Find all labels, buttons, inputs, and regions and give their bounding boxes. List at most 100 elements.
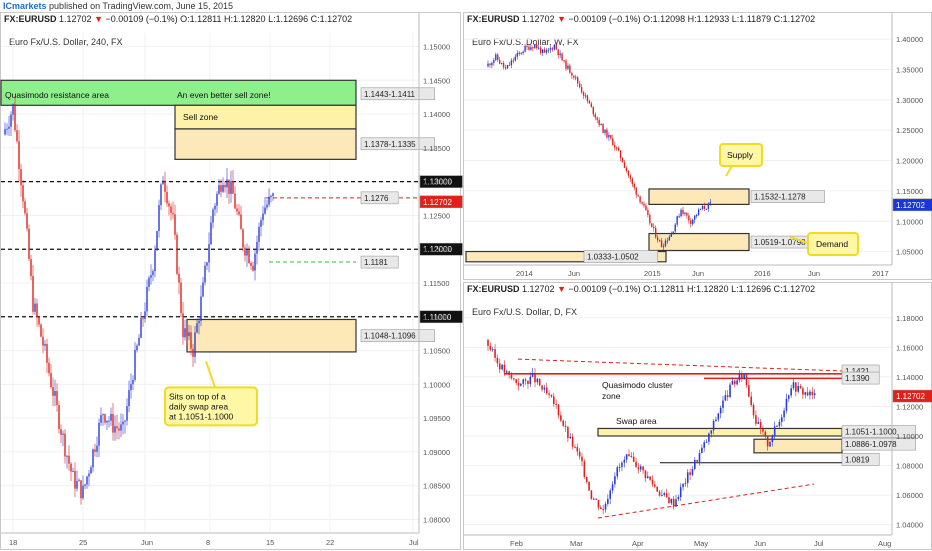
h4-candle [258,226,260,242]
d-candle [644,470,647,479]
h4-candle [144,311,146,320]
w-candle [573,75,575,78]
h4-candle [32,276,34,312]
d-candle [785,398,788,411]
h4-price-tick: 1.13500 [423,144,450,153]
w-price-tick: 1.05000 [896,248,923,257]
h4-candle [18,141,20,170]
d-candle [788,395,790,399]
d-candle [670,498,673,504]
h4-chart-canvas[interactable]: Quasimodo resistance area An even better … [0,13,463,551]
h4-candle [246,249,248,256]
h4-candle [68,455,70,464]
quasimodo-cluster-label: Quasimodo cluster [602,380,673,390]
d-tag-0819: 1.0819 [845,455,870,464]
d-tag-demand-bg [841,437,916,451]
h4-candle [212,209,214,223]
d-candle [618,466,621,468]
d-candle [689,472,691,475]
w-candle [627,171,630,176]
w-candle [680,209,682,217]
h4-time-tick: 22 [326,538,334,547]
w-candle [530,47,532,50]
h4-candle [52,386,54,396]
h4-candle [114,426,116,433]
h4-tag-1181-bg [360,255,399,269]
swap-callout-text: at 1.1051-1.1000 [169,411,234,421]
d-tag-1421: 1.1421 [845,367,870,376]
d-candle [496,357,499,364]
weekly-chart-panel[interactable]: FX:EURUSD 1.12702 ▼ −0.00109 (−0.1%) O:1… [463,12,932,280]
w-candle [555,44,557,50]
d-candle [741,373,743,379]
supply-callout-pointer [725,165,733,177]
h4-candle [92,449,94,468]
h4-candle [76,481,78,489]
d-candle [625,454,628,460]
w-candle [524,45,526,52]
d-tag-1390-bg [841,371,880,385]
w-tag-current-bg [892,198,932,212]
weekly-chart-title: Euro Fx/U.S. Dollar, W, FX [472,37,579,47]
daily-chart-title: Euro Fx/U.S. Dollar, D, FX [472,307,578,317]
h4-time-tick: Jun [141,538,153,547]
h4-candle [166,191,168,204]
w-candle [549,48,552,50]
h4-candle [78,480,80,482]
h4-candle [108,420,110,422]
w-candle [567,65,569,69]
h4-candle [186,328,188,337]
w-candle [506,64,509,69]
h4-candle [70,463,72,472]
w-time-tick: 2016 [754,269,771,278]
d-candle [802,388,804,395]
h4-candle [140,318,142,338]
d-candle [607,498,609,504]
w-candle [697,209,700,215]
d-price-tick: 1.14000 [896,373,923,382]
h4-time-tick: 15 [266,538,274,547]
d-candle [792,382,795,389]
daily-chart-panel[interactable]: FX:EURUSD 1.12702 ▼ −0.00109 (−0.1%) O:1… [463,282,932,550]
h4-candle [250,262,252,266]
h4-candle [254,253,256,271]
h4-candle [198,320,200,324]
h4-tag-1276: 1.1276 [364,194,389,203]
d-candle [489,345,492,350]
d-tag-swap: 1.1051-1.1000 [845,428,897,437]
h4-candle [126,406,128,421]
h4-chart-panel[interactable]: FX:EURUSD 1.12702 ▼ −0.00109 (−0.1%) O:1… [0,12,463,551]
weekly-chart-canvas[interactable]: 1.1532-1.1278 1.0519-1.0798 1.0333-1.0502 1… [464,13,932,281]
w-candle [497,54,499,61]
h4-price-tick: 1.12000 [423,245,450,254]
w-candle [598,119,600,125]
h4-candle [106,420,108,423]
h4-candle [110,413,112,421]
h4-candle [22,185,24,202]
d-candle [717,413,720,420]
w-candle [699,208,702,210]
d-candle [755,415,757,424]
d-price-tick: 1.18000 [896,314,923,323]
h4-tag-1300-bg [419,175,463,188]
d-candle [804,392,807,395]
quasimodo-label: Quasimodo resistance area [5,90,109,100]
h4-candle [90,467,92,474]
h4-candle [234,193,236,209]
d-candle [632,456,635,462]
d-candle [724,395,727,401]
d-candle [797,385,799,392]
d-candle [649,476,651,480]
broker-brand[interactable]: ICmarkets [3,1,47,11]
h4-price-tick: 1.14000 [423,110,450,119]
d-candle [658,491,661,496]
d-time-tick: May [694,539,708,548]
d-candle [698,453,701,462]
h4-candle [54,391,56,396]
w-candle [707,203,710,209]
d-tag-0819-bg [841,453,880,466]
h4-candle [40,324,42,337]
h4-tag-1200: 1.12000 [423,245,452,254]
d-candle [543,387,546,390]
